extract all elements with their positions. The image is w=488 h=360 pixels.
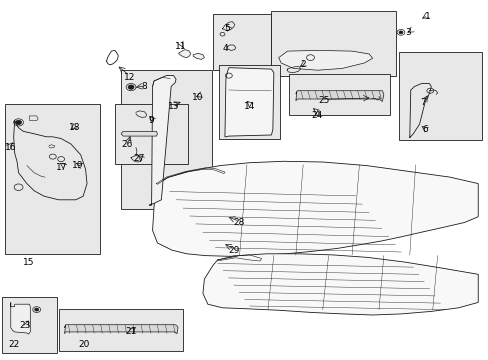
Polygon shape	[64, 325, 178, 334]
Text: 27: 27	[133, 154, 145, 163]
Text: 23: 23	[20, 321, 31, 330]
Polygon shape	[295, 91, 383, 102]
Text: 5: 5	[224, 24, 230, 33]
Text: 24: 24	[310, 111, 322, 120]
Text: 26: 26	[121, 140, 133, 149]
Text: 1: 1	[424, 12, 430, 21]
Bar	[115, 104, 188, 164]
Text: 8: 8	[141, 82, 147, 91]
Polygon shape	[149, 76, 176, 205]
Text: 28: 28	[232, 218, 244, 227]
Text: 11: 11	[175, 42, 186, 51]
Text: 14: 14	[243, 102, 255, 111]
Polygon shape	[152, 161, 477, 256]
Text: 13: 13	[167, 102, 179, 111]
Text: 18: 18	[68, 123, 80, 132]
Text: 25: 25	[317, 96, 329, 105]
Text: 12: 12	[123, 73, 135, 82]
Circle shape	[16, 120, 21, 125]
Polygon shape	[278, 50, 372, 70]
Polygon shape	[178, 50, 190, 58]
Text: 4: 4	[222, 44, 227, 53]
Polygon shape	[224, 68, 273, 137]
Bar	[59, 309, 183, 351]
Polygon shape	[203, 254, 477, 315]
Bar	[271, 11, 395, 76]
Bar	[212, 14, 271, 70]
Text: 20: 20	[78, 341, 90, 349]
Circle shape	[35, 308, 39, 311]
Polygon shape	[193, 53, 204, 59]
Circle shape	[398, 31, 402, 34]
Bar	[398, 52, 481, 140]
Text: 15: 15	[22, 258, 34, 267]
Text: 16: 16	[5, 143, 17, 152]
Text: 2: 2	[300, 60, 305, 69]
Text: 21: 21	[125, 327, 137, 336]
Circle shape	[128, 85, 134, 89]
Text: 22: 22	[8, 341, 20, 349]
Polygon shape	[121, 131, 157, 136]
Text: 7: 7	[419, 98, 425, 107]
Bar	[289, 74, 389, 115]
Text: 29: 29	[227, 246, 239, 255]
Text: 19: 19	[71, 161, 83, 170]
Text: 10: 10	[192, 93, 203, 102]
Text: 3: 3	[405, 28, 410, 37]
Bar	[121, 70, 211, 209]
Polygon shape	[11, 302, 30, 334]
Bar	[2, 297, 57, 353]
Text: 6: 6	[422, 125, 427, 134]
Text: 17: 17	[56, 163, 68, 172]
Bar	[5, 104, 100, 254]
Text: 9: 9	[148, 116, 154, 125]
Bar	[219, 65, 280, 139]
